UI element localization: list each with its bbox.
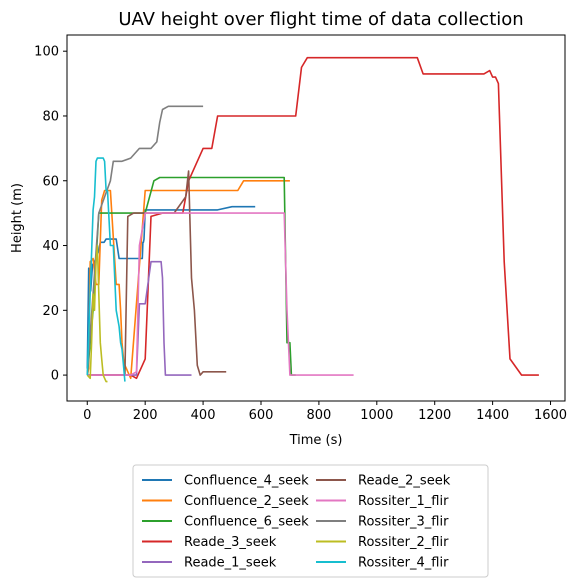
x-axis: 0 200 400 600 800 1000 1200 1400 1600 (83, 401, 567, 423)
y-tick-label: 0 (51, 369, 59, 384)
y-tick-label: 100 (34, 45, 59, 60)
legend-label: Reade_2_seek (358, 474, 451, 489)
series-line-7 (86, 105, 204, 376)
y-tick-label: 40 (42, 239, 59, 254)
x-tick-label: 1400 (476, 408, 509, 423)
plot-area (86, 56, 539, 383)
series-line-2 (86, 176, 296, 376)
legend-label: Rossiter_2_flir (358, 535, 449, 550)
y-tick-label: 60 (42, 174, 59, 189)
legend: Confluence_4_seek Confluence_2_seek Conflu… (132, 464, 489, 578)
x-tick-label: 1000 (360, 408, 393, 423)
legend-label: Confluence_6_seek (184, 515, 309, 530)
x-tick-label: 1200 (418, 408, 451, 423)
x-axis-label: Time (s) (289, 433, 343, 448)
legend-label: Reade_1_seek (184, 556, 277, 571)
y-tick-label: 80 (42, 109, 59, 124)
x-tick-label: 200 (133, 408, 158, 423)
x-tick-label: 800 (306, 408, 331, 423)
legend-label: Confluence_2_seek (184, 494, 309, 509)
legend-label: Reade_3_seek (184, 535, 277, 550)
legend-label: Rossiter_1_flir (358, 494, 449, 509)
y-axis: 0 20 40 60 80 100 (34, 45, 67, 384)
plot-frame (66, 34, 566, 402)
series-line-3 (87, 56, 539, 380)
x-tick-label: 1600 (534, 408, 567, 423)
y-tick-label: 20 (42, 304, 59, 319)
x-tick-label: 600 (249, 408, 274, 423)
legend-box (132, 464, 489, 578)
series-line-8 (86, 244, 108, 383)
legend-label: Confluence_4_seek (184, 474, 309, 489)
series-line-6 (87, 212, 354, 376)
chart-title: UAV height over flight time of data coll… (118, 9, 523, 30)
legend-label: Rossiter_3_flir (358, 515, 449, 530)
legend-label: Rossiter_4_flir (358, 556, 449, 571)
series-line-9 (86, 157, 126, 382)
y-axis-label: Height (m) (10, 183, 25, 253)
x-tick-label: 400 (191, 408, 216, 423)
x-tick-label: 0 (83, 408, 91, 423)
